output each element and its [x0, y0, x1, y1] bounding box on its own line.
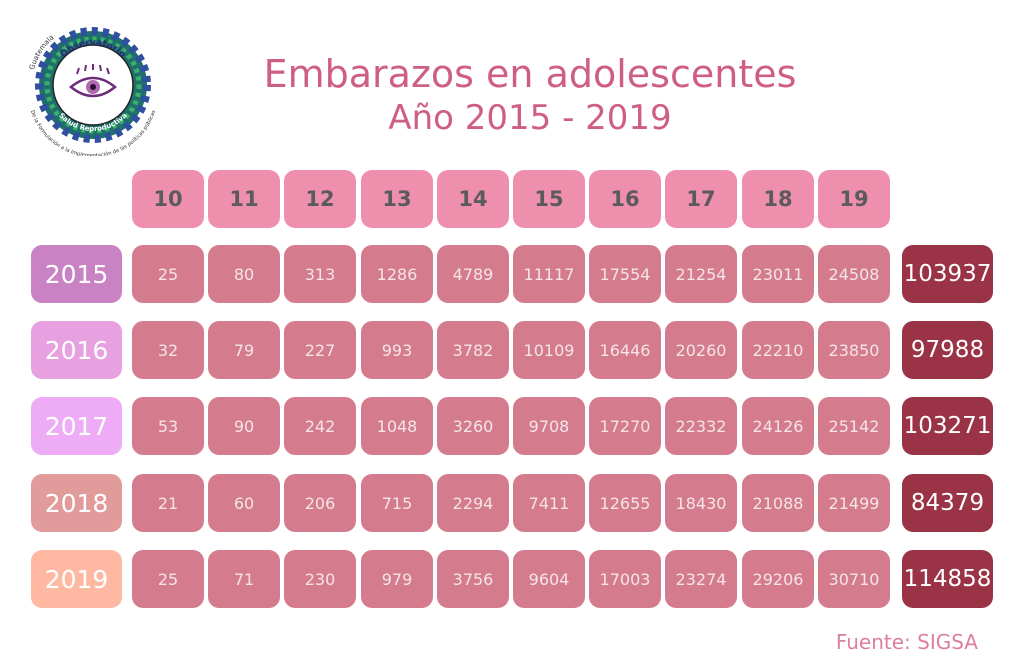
- value-cell-2016-10: 32: [132, 321, 204, 379]
- value-cell-2018-18: 21088: [742, 474, 814, 532]
- value-cell-2017-18: 24126: [742, 397, 814, 455]
- value-cell-2016-11: 79: [208, 321, 280, 379]
- value-cell-2015-11: 80: [208, 245, 280, 303]
- value-cell-2016-14: 3782: [437, 321, 509, 379]
- value-cell-2018-10: 21: [132, 474, 204, 532]
- eye-logo-icon: [69, 64, 117, 98]
- value-cell-2015-14: 4789: [437, 245, 509, 303]
- value-cell-2017-11: 90: [208, 397, 280, 455]
- year-label-2015: 2015: [31, 245, 122, 303]
- value-cell-2016-15: 10109: [513, 321, 585, 379]
- value-cell-2017-13: 1048: [361, 397, 433, 455]
- value-cell-2018-19: 21499: [818, 474, 890, 532]
- value-cell-2016-13: 993: [361, 321, 433, 379]
- value-cell-2019-17: 23274: [665, 550, 737, 608]
- value-cell-2015-18: 23011: [742, 245, 814, 303]
- total-cell-2017: 103271: [902, 397, 993, 455]
- age-header-14: 14: [437, 170, 509, 228]
- total-cell-2018: 84379: [902, 474, 993, 532]
- total-cell-2015: 103937: [902, 245, 993, 303]
- value-cell-2017-14: 3260: [437, 397, 509, 455]
- value-cell-2016-17: 20260: [665, 321, 737, 379]
- chart-title: Embarazos en adolescentes: [263, 52, 797, 96]
- value-cell-2016-19: 23850: [818, 321, 890, 379]
- age-header-16: 16: [589, 170, 661, 228]
- age-header-12: 12: [284, 170, 356, 228]
- value-cell-2019-11: 71: [208, 550, 280, 608]
- value-cell-2017-17: 22332: [665, 397, 737, 455]
- value-cell-2019-18: 29206: [742, 550, 814, 608]
- value-cell-2019-14: 3756: [437, 550, 509, 608]
- total-cell-2019: 114858: [902, 550, 993, 608]
- value-cell-2015-16: 17554: [589, 245, 661, 303]
- value-cell-2017-15: 9708: [513, 397, 585, 455]
- value-cell-2018-14: 2294: [437, 474, 509, 532]
- pregnancy-table: 10 11 12 13 14 15 16 17 18 19 2015 25 80 313 1286 4789 1…: [31, 170, 993, 608]
- value-cell-2019-10: 25: [132, 550, 204, 608]
- value-cell-2015-19: 24508: [818, 245, 890, 303]
- value-cell-2015-10: 25: [132, 245, 204, 303]
- value-cell-2019-15: 9604: [513, 550, 585, 608]
- value-cell-2017-19: 25142: [818, 397, 890, 455]
- value-cell-2015-17: 21254: [665, 245, 737, 303]
- value-cell-2015-13: 1286: [361, 245, 433, 303]
- value-cell-2015-12: 313: [284, 245, 356, 303]
- value-cell-2019-12: 230: [284, 550, 356, 608]
- chart-subtitle: Año 2015 - 2019: [388, 98, 672, 138]
- value-cell-2016-12: 227: [284, 321, 356, 379]
- age-header-19: 19: [818, 170, 890, 228]
- age-header-18: 18: [742, 170, 814, 228]
- age-header-13: 13: [361, 170, 433, 228]
- value-cell-2018-17: 18430: [665, 474, 737, 532]
- value-cell-2016-16: 16446: [589, 321, 661, 379]
- value-cell-2017-12: 242: [284, 397, 356, 455]
- source-note: Fuente: SIGSA: [835, 630, 978, 654]
- value-cell-2018-11: 60: [208, 474, 280, 532]
- value-cell-2019-13: 979: [361, 550, 433, 608]
- value-cell-2018-13: 715: [361, 474, 433, 532]
- age-header-10: 10: [132, 170, 204, 228]
- value-cell-2019-19: 30710: [818, 550, 890, 608]
- total-cell-2016: 97988: [902, 321, 993, 379]
- observatorio-logo: Observatorio Salud Reproductiva Guatemal…: [28, 27, 157, 156]
- value-cell-2018-15: 7411: [513, 474, 585, 532]
- value-cell-2018-16: 12655: [589, 474, 661, 532]
- age-header-11: 11: [208, 170, 280, 228]
- year-label-2019: 2019: [31, 550, 122, 608]
- value-cell-2018-12: 206: [284, 474, 356, 532]
- value-cell-2016-18: 22210: [742, 321, 814, 379]
- year-label-2016: 2016: [31, 321, 122, 379]
- value-cell-2015-15: 11117: [513, 245, 585, 303]
- value-cell-2017-10: 53: [132, 397, 204, 455]
- value-cell-2017-16: 17270: [589, 397, 661, 455]
- age-header-17: 17: [665, 170, 737, 228]
- year-label-2018: 2018: [31, 474, 122, 532]
- value-cell-2019-16: 17003: [589, 550, 661, 608]
- year-label-2017: 2017: [31, 397, 122, 455]
- age-header-15: 15: [513, 170, 585, 228]
